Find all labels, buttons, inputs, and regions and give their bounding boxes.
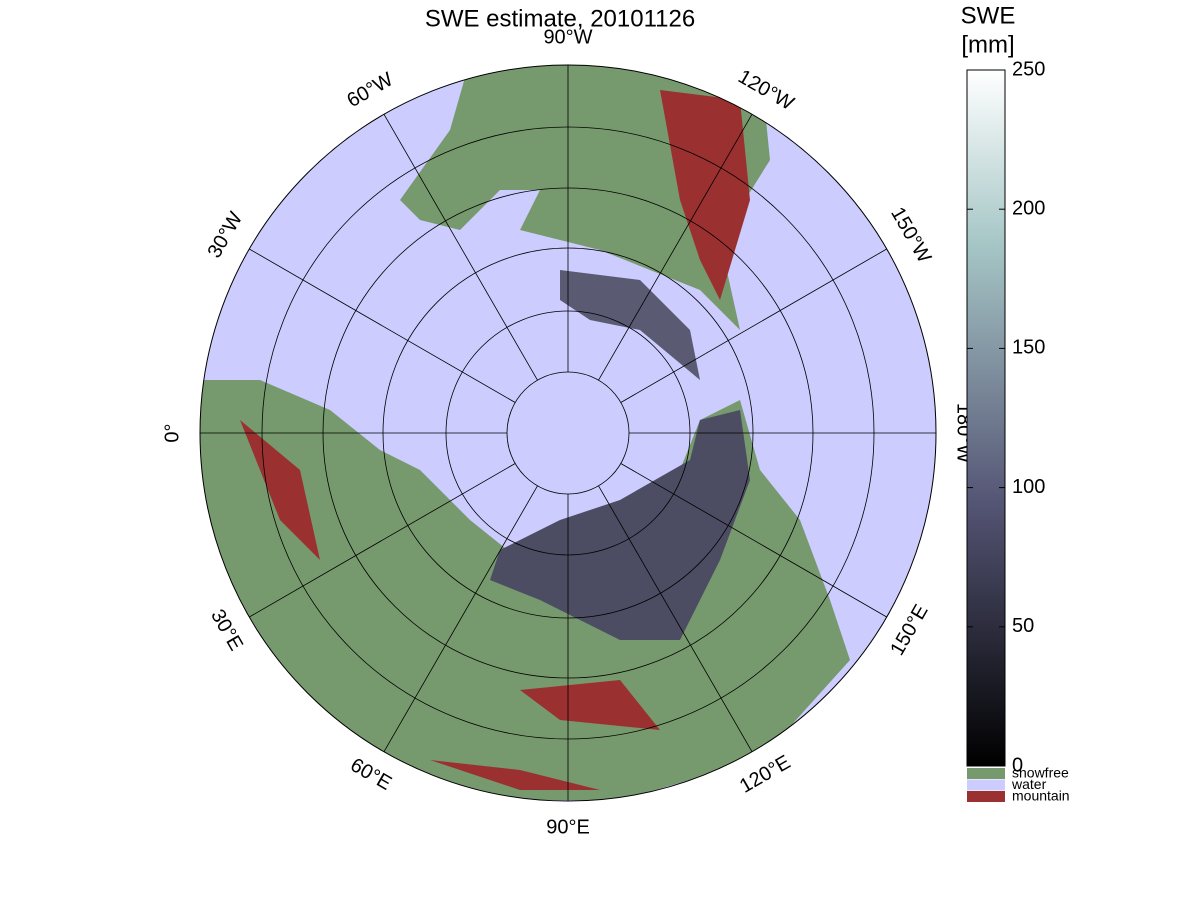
colorbar-label: [mm] <box>961 31 1014 58</box>
meridian <box>383 114 538 381</box>
meridian-label: 0° <box>161 423 183 442</box>
meridian-label: 60°W <box>343 68 397 112</box>
colorbar-tick-label: 50 <box>1012 615 1034 637</box>
colorbar-tick-label: 100 <box>1012 476 1045 498</box>
meridian-label: 120°E <box>736 751 794 797</box>
meridian-label: 60°E <box>346 754 395 795</box>
colorbar-tick-label: 0 <box>1012 754 1023 776</box>
meridian-label: 30°W <box>203 208 247 262</box>
legend-swatch <box>967 791 1005 802</box>
meridian <box>598 114 753 381</box>
colorbar <box>966 69 1006 767</box>
colorbar-tick-label: 250 <box>1012 58 1045 80</box>
legend-swatch <box>967 779 1005 791</box>
title: SWE estimate, 20101126 <box>425 5 695 32</box>
map-area <box>200 65 936 801</box>
legend-label: snowfree <box>1012 765 1069 781</box>
colorbar-tick-label: 150 <box>1012 337 1045 359</box>
meridian <box>249 248 516 403</box>
legend-label: mountain <box>1012 788 1070 804</box>
meridian-label: 120°W <box>734 66 797 115</box>
legend-label: water <box>1011 776 1047 792</box>
meridian <box>383 485 538 752</box>
meridian <box>620 248 887 403</box>
colorbar-label: SWE <box>961 2 1016 29</box>
pole-hole <box>508 373 628 493</box>
legend-swatch <box>967 768 1005 779</box>
meridian <box>249 463 516 618</box>
colorbar-tick-label: 200 <box>1012 197 1045 219</box>
meridian-label: 150°E <box>886 601 932 659</box>
meridian-label: 150°W <box>886 204 935 267</box>
mountain-area <box>240 90 750 790</box>
meridian <box>598 485 753 752</box>
meridian-label: 90°W <box>543 26 592 48</box>
meridian-label: 30°E <box>206 606 247 655</box>
meridian <box>620 463 887 618</box>
meridian-label: 90°E <box>546 816 590 838</box>
